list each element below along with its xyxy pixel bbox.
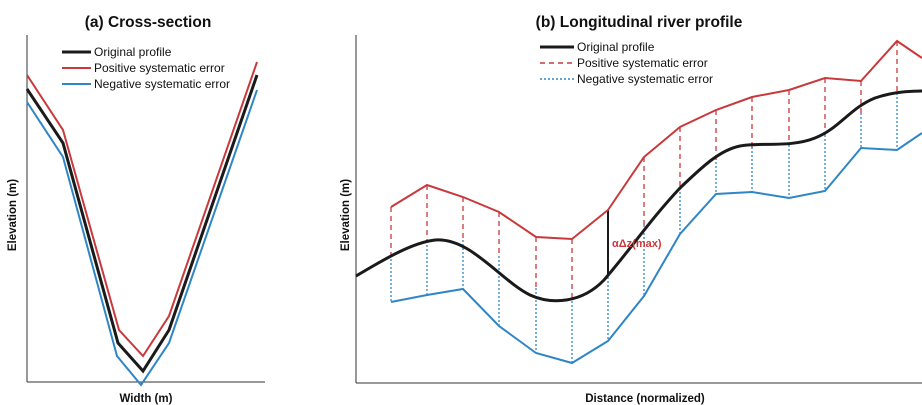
legend-a-positive-label: Positive systematic error [94, 61, 225, 75]
panel-b-original-line [355, 89, 922, 303]
panel-a: (a) Cross-section Elevation (m) Width (m… [7, 14, 265, 405]
panel-b-positive-line [390, 39, 922, 241]
panel-a-positive-line [26, 61, 258, 358]
panel-b-negative-line [390, 132, 922, 365]
max-offset-annotation: αΔz(max) [612, 238, 662, 250]
panel-a-original-line [25, 74, 259, 374]
legend-b-positive-label: Positive systematic error [577, 56, 708, 70]
panel-a-negative-line [26, 89, 258, 387]
panel-b-legend: Original profile Positive systematic err… [540, 40, 713, 86]
panel-a-ylabel: Elevation (m) [7, 179, 19, 251]
panel-b-ylabel: Elevation (m) [340, 179, 352, 251]
panel-b-title: (b) Longitudinal river profile [536, 14, 743, 31]
panel-b-xlabel: Distance (normalized) [585, 393, 705, 405]
panel-a-title: (a) Cross-section [85, 14, 212, 31]
legend-a-negative-label: Negative systematic error [94, 77, 230, 91]
panel-a-legend: Original profile Positive systematic err… [62, 45, 230, 91]
legend-b-negative-label: Negative systematic error [577, 72, 713, 86]
legend-b-original-label: Original profile [577, 40, 655, 54]
panel-b-positive-connectors [390, 41, 898, 301]
legend-a-original-label: Original profile [94, 45, 172, 59]
panel-a-xlabel: Width (m) [120, 393, 173, 405]
panel-b-negative-connectors [390, 93, 898, 363]
panel-b: (b) Longitudinal river profile Elevation… [340, 14, 922, 405]
